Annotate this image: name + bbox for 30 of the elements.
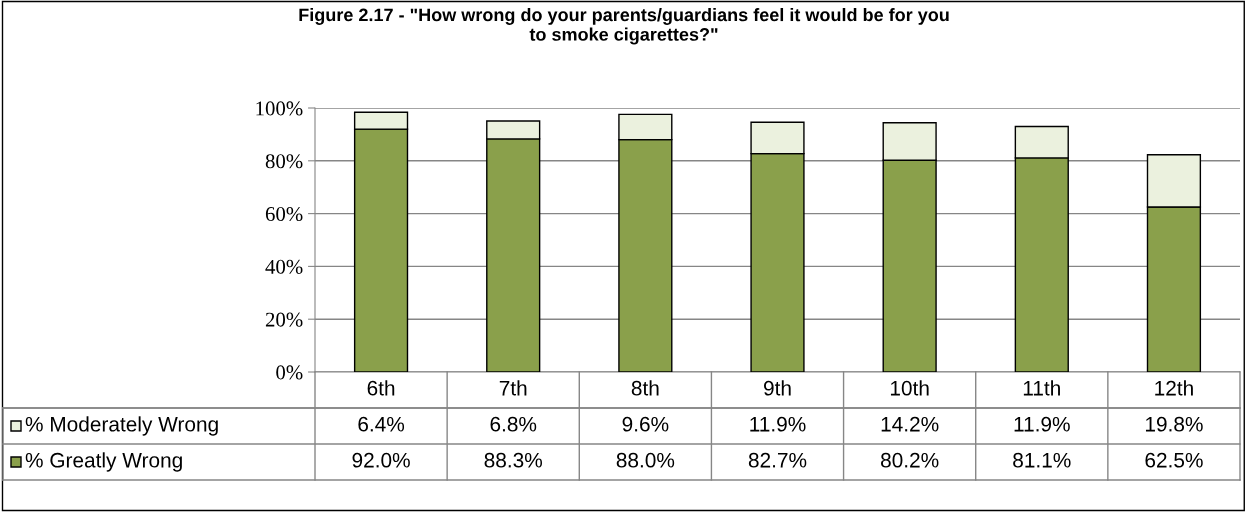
y-tick-label: 40% (265, 259, 303, 274)
data-label: 11.9% (750, 416, 806, 432)
legend-label: % Greatly Wrong (25, 452, 182, 472)
data-label: 6.8% (490, 416, 537, 432)
data-label: 81.1% (1013, 452, 1071, 468)
data-label: 9.6% (622, 416, 669, 432)
data-label: 14.2% (881, 416, 939, 432)
y-tick-label: 0% (276, 365, 303, 380)
legend-label: % Moderately Wrong (25, 416, 218, 436)
chart-title: Figure 2.17 - "How wrong do your parents/guardians feel it would be for you to smoke cigarettes?" (299, 8, 949, 45)
data-label: 92.0% (352, 452, 410, 468)
x-tick-label: 6th (367, 380, 395, 396)
y-tick-label: 60% (265, 206, 303, 222)
data-label: 88.0% (616, 452, 675, 468)
x-tick-label: 10th (890, 380, 929, 396)
y-tick-label: 80% (265, 154, 303, 169)
data-label: 6.4% (358, 416, 405, 432)
x-tick-label: 12th (1155, 380, 1193, 396)
x-tick-label: 11th (1023, 380, 1060, 396)
data-label: 80.2% (881, 452, 939, 468)
y-tick-label: 20% (265, 312, 303, 327)
y-tick-label: 100% (256, 101, 303, 116)
data-label: 82.7% (748, 452, 807, 468)
x-tick-label: 8th (631, 380, 659, 396)
x-tick-label: 7th (499, 380, 527, 396)
data-label: 19.8% (1145, 416, 1203, 432)
data-label: 88.3% (484, 452, 543, 468)
x-tick-label: 9th (764, 380, 791, 396)
data-label: 11.9% (1014, 416, 1070, 432)
data-label: 62.5% (1145, 452, 1203, 468)
